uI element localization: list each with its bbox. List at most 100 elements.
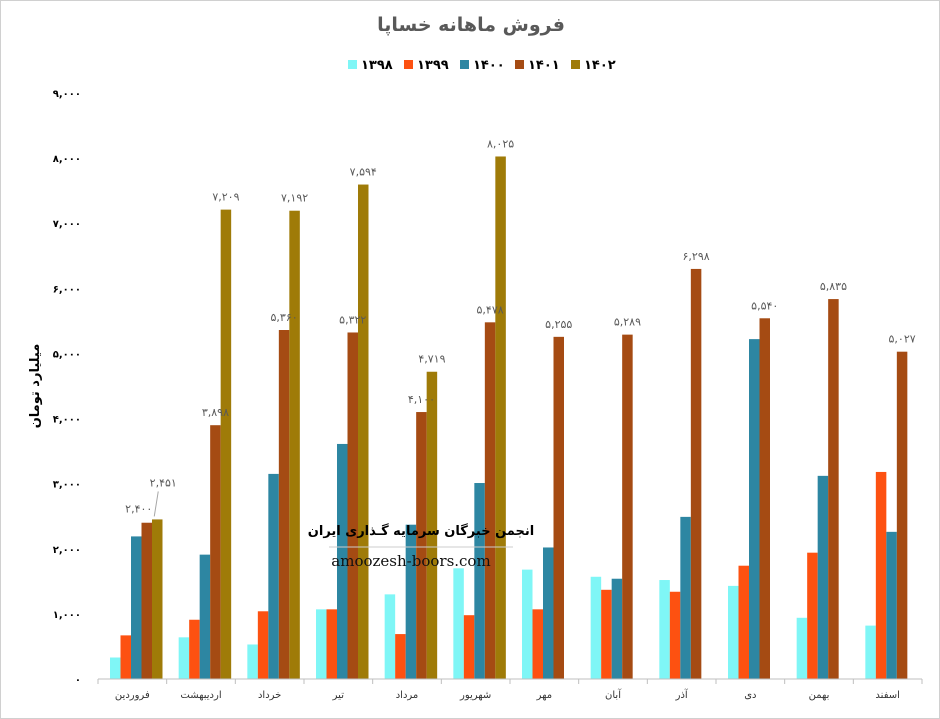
bar-0-9	[728, 585, 739, 679]
watermark-line1: انجمن خبرگان سرمایه گـذاری ایران	[308, 523, 534, 539]
y-tick-label: ۶,۰۰۰	[53, 284, 81, 295]
legend-swatch	[460, 60, 469, 69]
bar-2-2	[268, 473, 279, 679]
bar-2-6	[543, 547, 554, 679]
bar-0-4	[384, 594, 396, 679]
bar-0-10	[796, 617, 808, 679]
x-tick-label: آبان	[605, 688, 622, 701]
bar-3-4	[416, 412, 427, 679]
bar-0-2	[247, 644, 258, 679]
chart-title: فروش ماهانه خساپا	[377, 14, 565, 36]
legend-label: ۱۴۰۰	[473, 58, 505, 73]
data-label: ۵,۳۶۰	[271, 311, 298, 324]
bar-2-3	[337, 443, 348, 679]
x-tick-label: شهریور	[459, 690, 491, 701]
bar-1-2	[257, 611, 269, 679]
data-label: ۷,۱۹۲	[281, 192, 308, 205]
x-tick-label: اسفند	[875, 690, 899, 701]
data-label: ۵,۲۸۹	[614, 316, 641, 329]
y-tick-label: ۷,۰۰۰	[53, 219, 81, 230]
watermark-line2: amoozesh-boors.com	[331, 552, 490, 570]
x-tick-label: اردیبهشت	[180, 690, 221, 701]
data-label: ۷,۲۰۹	[212, 191, 239, 204]
y-tick-label: ۹,۰۰۰	[53, 89, 81, 100]
data-label: ۵,۸۳۵	[820, 280, 847, 293]
bar-3-10	[828, 299, 839, 679]
bar-2-4	[405, 524, 417, 679]
bar-3-11	[896, 351, 908, 679]
bar-2-5	[474, 483, 485, 679]
bar-3-0	[141, 522, 152, 679]
x-tick-label: تیر	[332, 690, 345, 701]
legend-swatch	[348, 60, 357, 69]
legend-swatch	[571, 60, 580, 69]
legend: ۱۳۹۸ ۱۳۹۹ ۱۴۰۰ ۱۴۰۱ ۱۴۰۲	[348, 58, 616, 73]
legend-swatch	[404, 60, 413, 69]
y-tick-label: ۸,۰۰۰	[53, 154, 81, 165]
bar-3-2	[278, 330, 290, 679]
y-tick-label: ۳,۰۰۰	[53, 480, 81, 491]
watermark: انجمن خبرگان سرمایه گـذاری ایران amoozes…	[308, 523, 534, 570]
bar-4-2	[289, 210, 300, 679]
data-label: ۵,۳۲۲	[339, 313, 366, 326]
legend-label: ۱۴۰۱	[528, 58, 560, 73]
x-tick-label: فروردین	[115, 690, 150, 701]
bar-1-8	[669, 591, 681, 679]
bar-0-5	[453, 568, 464, 679]
x-tick-label: دی	[744, 690, 756, 701]
bar-3-7	[622, 334, 633, 679]
bar-4-3	[358, 184, 369, 680]
y-tick-label: ۴,۰۰۰	[53, 415, 81, 426]
bar-1-0	[120, 635, 131, 679]
bar-2-0	[131, 536, 142, 679]
bar-2-10	[817, 475, 829, 679]
bar-4-4	[426, 371, 438, 679]
data-label: ۲,۴۰۰	[125, 503, 152, 516]
data-label: ۵,۰۲۷	[889, 333, 916, 346]
legend-label: ۱۴۰۲	[584, 58, 616, 73]
bar-3-9	[759, 318, 770, 679]
bar-1-1	[189, 619, 200, 679]
bar-1-7	[601, 589, 612, 679]
data-label: ۵,۴۷۸	[477, 303, 504, 316]
bar-0-7	[590, 576, 602, 679]
x-tick-label: مرداد	[396, 690, 419, 701]
data-label: ۸,۰۲۵	[487, 137, 514, 150]
data-labels: ۲,۴۰۰ ۲,۴۵۱ ۳,۸۹۸ ۷,۲۰۹ ۵,۳۶۰ ۷,۱۹۲ ۵,۳۲۲ ۷,۵۹۴…	[125, 137, 916, 517]
y-tick-label: ۲,۰۰۰	[53, 545, 81, 556]
bar-0-0	[110, 657, 121, 679]
bar-0-8	[659, 580, 670, 679]
bar-1-6	[532, 609, 543, 679]
bar-1-11	[875, 471, 887, 679]
x-tick-label: خرداد	[258, 690, 281, 701]
legend-label: ۱۳۹۸	[361, 58, 393, 73]
y-tick-label: ۰	[75, 675, 81, 686]
bar-2-8	[680, 516, 691, 679]
data-label: ۷,۵۹۴	[350, 166, 377, 179]
data-label: ۴,۷۱۹	[418, 353, 445, 366]
data-label: ۵,۲۵۵	[545, 318, 572, 331]
x-tick-label: آذر	[675, 688, 689, 701]
bar-0-6	[522, 569, 533, 679]
bar-1-4	[395, 634, 406, 679]
data-label: ۵,۵۴۰	[751, 299, 778, 312]
data-label: ۴,۱۰۰	[408, 393, 435, 406]
y-tick-label: ۵,۰۰۰	[53, 349, 81, 360]
bar-2-7	[611, 578, 623, 679]
x-axis: فروردین اردیبهشت خرداد تیر مرداد شهریور مهر آبا…	[97, 679, 923, 701]
bar-1-5	[463, 615, 475, 679]
data-label: ۶,۲۹۸	[683, 250, 710, 263]
bar-3-3	[347, 332, 358, 679]
y-axis: ۰ ۱,۰۰۰ ۲,۰۰۰ ۳,۰۰۰ ۴,۰۰۰ ۵,۰۰۰ ۶,۰۰۰ ۷,۰۰۰ ۸,۰۰…	[53, 89, 81, 686]
bar-3-8	[690, 268, 702, 679]
bar-0-3	[316, 609, 327, 679]
legend-swatch	[515, 60, 524, 69]
x-tick-label: بهمن	[809, 690, 830, 701]
bar-4-5	[495, 156, 506, 679]
bar-0-1	[178, 637, 190, 679]
bar-3-6	[553, 336, 564, 679]
legend-label: ۱۳۹۹	[417, 58, 449, 73]
y-tick-label: ۱,۰۰۰	[53, 610, 81, 621]
